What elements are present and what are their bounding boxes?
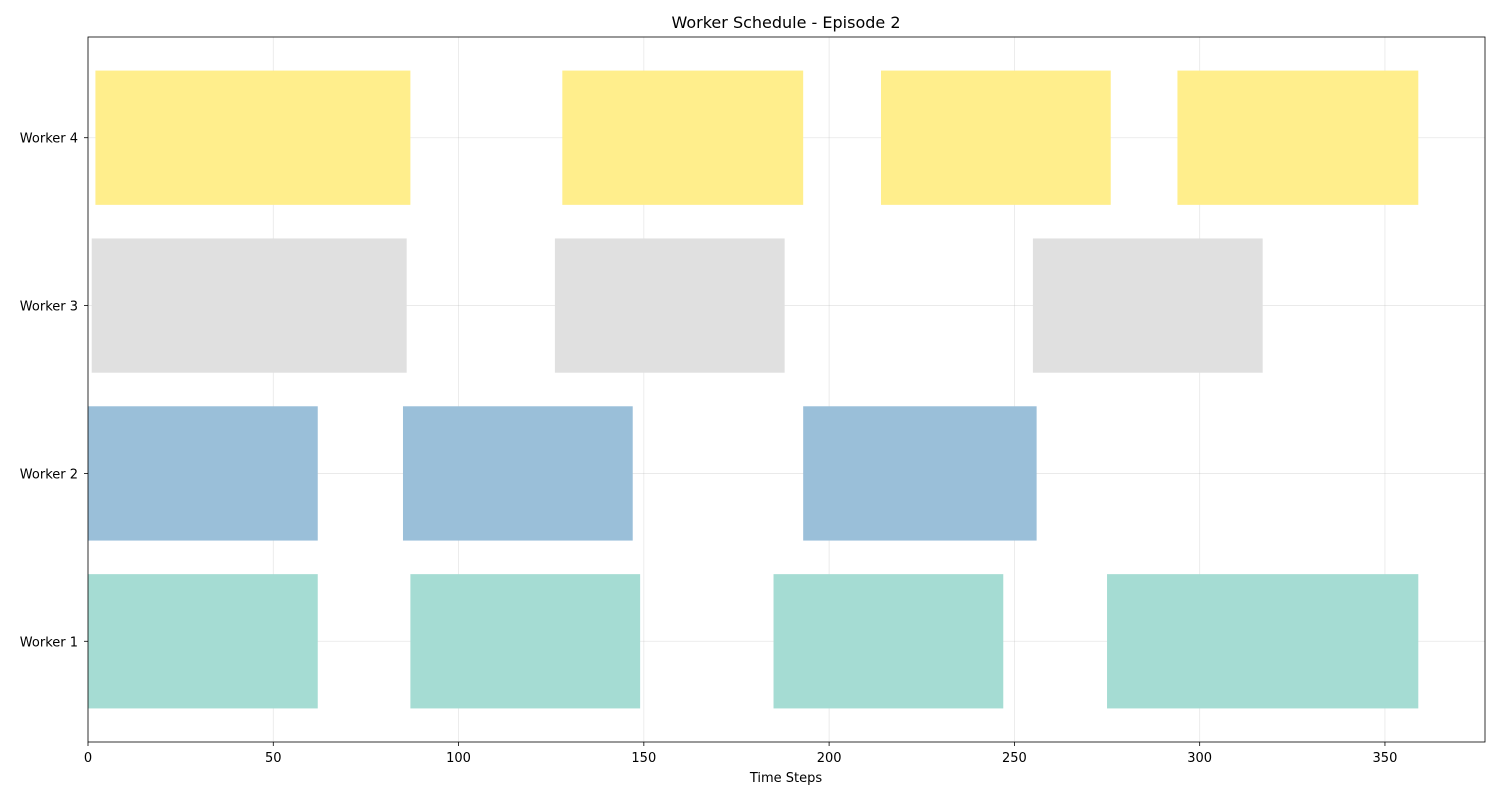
- bars-layer: [88, 70, 1419, 709]
- schedule-bar-worker-1: [88, 574, 318, 709]
- y-axis: Worker 1 Worker 2 Worker 3 Worker 4: [20, 132, 88, 650]
- y-tick-label: Worker 1: [20, 635, 78, 650]
- schedule-bar-worker-4: [1177, 70, 1419, 205]
- x-tick-label: 350: [1373, 751, 1398, 766]
- x-axis-label: Time Steps: [749, 771, 823, 786]
- x-tick-label: 200: [817, 751, 842, 766]
- plot-frame: [87, 36, 1486, 743]
- schedule-bar-worker-1: [410, 574, 641, 709]
- x-axis: 0 50 100 150 200 250 300 350: [84, 742, 1398, 766]
- chart-title: Worker Schedule - Episode 2: [671, 13, 900, 32]
- schedule-bar-worker-1: [1107, 574, 1419, 709]
- schedule-bar-worker-1: [773, 574, 1004, 709]
- schedule-bar-worker-4: [880, 70, 1111, 205]
- schedule-bar-worker-3: [1032, 238, 1263, 373]
- schedule-bar-worker-2: [88, 406, 318, 541]
- x-tick-label: 50: [265, 751, 282, 766]
- schedule-bar-worker-4: [95, 70, 411, 205]
- schedule-bar-worker-2: [402, 406, 633, 541]
- x-tick-label: 0: [84, 751, 92, 766]
- x-tick-label: 300: [1187, 751, 1212, 766]
- schedule-bar-worker-3: [554, 238, 785, 373]
- y-tick-label: Worker 4: [20, 132, 78, 147]
- schedule-bar-worker-4: [562, 70, 804, 205]
- schedule-bar-worker-3: [91, 238, 407, 373]
- schedule-bar-worker-2: [803, 406, 1037, 541]
- x-tick-label: 150: [631, 751, 656, 766]
- x-tick-label: 100: [446, 751, 471, 766]
- y-tick-label: Worker 3: [20, 300, 78, 315]
- y-tick-label: Worker 2: [20, 467, 78, 482]
- x-tick-label: 250: [1002, 751, 1027, 766]
